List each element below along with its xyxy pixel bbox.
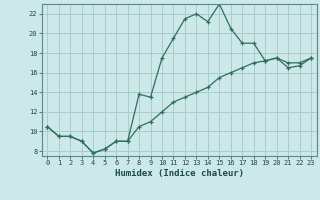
X-axis label: Humidex (Indice chaleur): Humidex (Indice chaleur)	[115, 169, 244, 178]
